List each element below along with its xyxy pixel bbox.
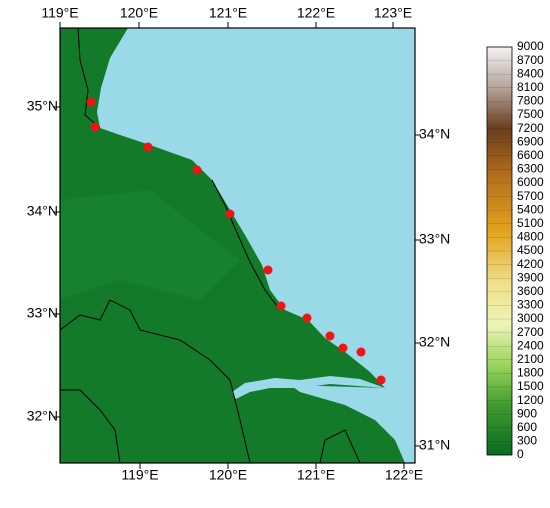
left-tick-label: 33°N <box>27 305 58 321</box>
colorbar-label: 4800 <box>517 230 544 244</box>
colorbar-label: 7800 <box>517 94 544 108</box>
colorbar-label: 6900 <box>517 134 544 148</box>
colorbar-label: 9000 <box>517 39 544 53</box>
left-tick-label: 32°N <box>27 408 58 424</box>
bottom-tick-label: 122°E <box>385 467 423 483</box>
right-tick-label: 34°N <box>419 126 450 142</box>
left-tick-label: 35°N <box>27 98 58 114</box>
colorbar-label: 1500 <box>517 379 544 393</box>
colorbar <box>486 46 513 456</box>
colorbar-label: 3600 <box>517 284 544 298</box>
bottom-tick-label: 121°E <box>297 467 335 483</box>
colorbar-label: 300 <box>517 434 537 448</box>
right-tick-label: 31°N <box>419 437 450 453</box>
top-tick-label: 119°E <box>41 5 78 21</box>
colorbar-label: 2400 <box>517 338 544 352</box>
stations <box>86 97 386 385</box>
colorbar-label: 600 <box>517 420 537 434</box>
bottom-tick-label: 119°E <box>121 467 158 483</box>
borders <box>60 28 361 463</box>
left-tick-label: 34°N <box>27 203 58 219</box>
land-shade <box>60 190 240 300</box>
bottom-tick-label: 120°E <box>209 467 247 483</box>
colorbar-label: 8400 <box>517 66 544 80</box>
colorbar-label: 8700 <box>517 53 544 67</box>
colorbar-label: 8100 <box>517 80 544 94</box>
estuary <box>232 376 385 399</box>
colorbar-label: 1200 <box>517 393 544 407</box>
colorbar-label: 3300 <box>517 298 544 312</box>
colorbar-label: 4200 <box>517 257 544 271</box>
colorbar-label: 0 <box>517 447 524 461</box>
colorbar-label: 900 <box>517 406 537 420</box>
top-tick-label: 121°E <box>209 5 247 21</box>
map-area <box>60 28 415 463</box>
right-tick-label: 32°N <box>419 334 450 350</box>
colorbar-label: 3000 <box>517 311 544 325</box>
top-tick-label: 120°E <box>120 5 158 21</box>
colorbar-label: 2700 <box>517 325 544 339</box>
colorbar-label: 4500 <box>517 243 544 257</box>
colorbar-label: 6300 <box>517 162 544 176</box>
sea <box>97 28 415 463</box>
colorbar-label: 7200 <box>517 121 544 135</box>
colorbar-label: 6600 <box>517 148 544 162</box>
colorbar-label: 6000 <box>517 175 544 189</box>
colorbar-label: 7500 <box>517 107 544 121</box>
colorbar-label: 1800 <box>517 366 544 380</box>
colorbar-label: 2100 <box>517 352 544 366</box>
colorbar-label: 5700 <box>517 189 544 203</box>
right-tick-label: 33°N <box>419 231 450 247</box>
top-tick-label: 123°E <box>374 5 412 21</box>
top-tick-label: 122°E <box>297 5 335 21</box>
colorbar-label: 5100 <box>517 216 544 230</box>
colorbar-label: 3900 <box>517 270 544 284</box>
map-frame <box>59 27 416 464</box>
colorbar-label: 5400 <box>517 202 544 216</box>
